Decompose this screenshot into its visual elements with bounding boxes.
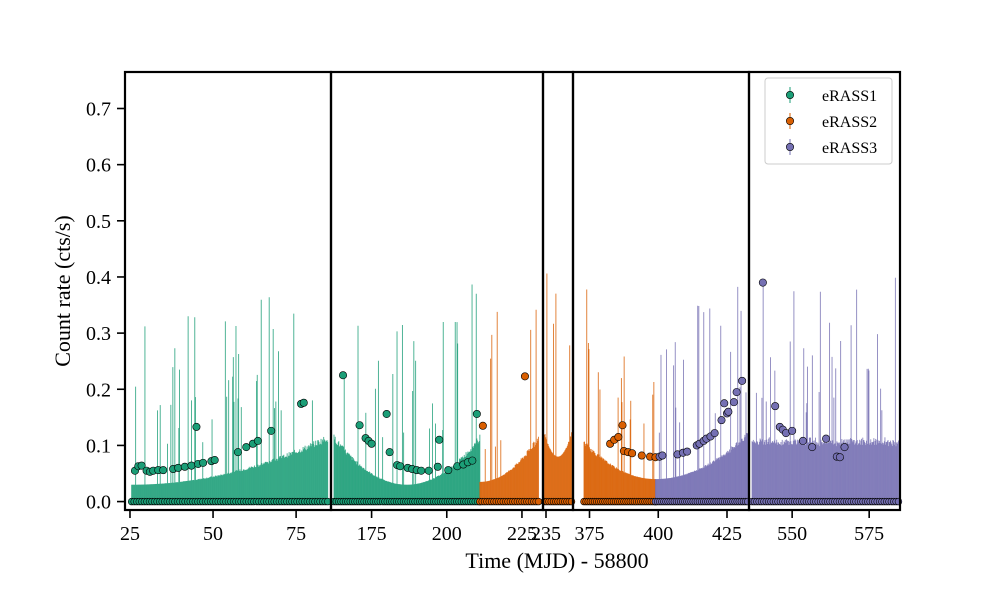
data-point-erass1-7 <box>159 466 168 475</box>
data-point-erass1-12 <box>192 422 201 431</box>
x-tick-label-2-0: 235 <box>531 523 561 545</box>
x-tick-label-1-2: 225 <box>507 523 537 545</box>
y-axis-label: Count rate (cts/s) <box>50 215 75 367</box>
x-tick-label-1-0: 175 <box>357 523 387 545</box>
legend-box <box>764 77 893 165</box>
x-tick-label-4-0: 550 <box>777 523 807 545</box>
x-tick-label-3-1: 400 <box>643 523 673 545</box>
data-point-erass1-37 <box>424 466 433 475</box>
data-point-erass3-15 <box>729 398 738 407</box>
x-tick-label-0-2: 75 <box>286 523 306 545</box>
data-point-erass1-29 <box>382 409 391 418</box>
y-tick-label-1: 0.1 <box>86 435 111 457</box>
data-point-erass3-1 <box>658 451 667 460</box>
data-point-erass1-39 <box>435 435 444 444</box>
x-tick-label-0-0: 25 <box>120 523 140 545</box>
y-tick-label-2: 0.2 <box>86 379 111 401</box>
x-axis-label: Time (MJD) - 58800 <box>465 548 648 573</box>
data-point-erass2-5 <box>618 421 627 430</box>
legend-entry-erass2: eRASS2 <box>785 113 877 131</box>
axes-frame <box>123 70 902 512</box>
data-point-erass2-1 <box>520 372 529 381</box>
data-point-erass1-45 <box>472 409 481 418</box>
legend-label-erass1: eRASS1 <box>822 88 877 105</box>
data-point-erass2-8 <box>628 449 637 458</box>
legend: eRASS1 eRASS2 eRASS3 <box>764 77 893 165</box>
data-point-erass1-20 <box>253 436 262 445</box>
legend-marker-erass2 <box>785 117 794 126</box>
data-point-erass3-14 <box>724 407 733 416</box>
x-tick-label-4-1: 575 <box>854 523 884 545</box>
panel-frame-1 <box>329 70 545 512</box>
data-point-erass1-10 <box>180 462 189 471</box>
data-point-erass1-36 <box>417 466 426 475</box>
y-tick-label-7: 0.7 <box>86 99 111 121</box>
error-bar-layer <box>131 273 899 502</box>
data-point-erass3-26 <box>822 434 831 443</box>
x-tick-label-3-0: 375 <box>575 523 605 545</box>
y-tick-label-5: 0.5 <box>86 211 111 233</box>
data-point-erass2-4 <box>614 432 623 441</box>
points-layer <box>130 278 849 476</box>
data-point-erass1-32 <box>396 462 405 471</box>
x-tick-label-0-1: 50 <box>203 523 223 545</box>
y-tick-label-4: 0.4 <box>86 267 111 289</box>
data-point-erass1-40 <box>444 466 453 475</box>
data-point-erass1-16 <box>210 456 219 465</box>
data-point-erass1-28 <box>367 439 376 448</box>
legend-marker-erass1 <box>785 91 794 100</box>
ticks-layer: 0.0 0.1 0.2 0.3 0.4 0.5 0.6 0.7 25 50 75 175 200 2252… <box>86 99 884 546</box>
data-point-erass1-18 <box>242 443 251 452</box>
data-point-erass3-29 <box>840 443 849 452</box>
data-point-erass3-18 <box>758 278 767 287</box>
data-point-erass1-38 <box>433 462 442 471</box>
data-point-erass1-23 <box>299 398 308 407</box>
data-point-erass2-0 <box>478 421 487 430</box>
data-point-erass1-30 <box>385 448 394 457</box>
legend-entry-erass3: eRASS3 <box>785 139 877 157</box>
data-point-erass3-17 <box>738 376 747 385</box>
legend-label-erass3: eRASS3 <box>822 140 877 157</box>
data-point-erass1-14 <box>199 458 208 467</box>
legend-entry-erass1: eRASS1 <box>785 87 877 105</box>
data-point-erass3-12 <box>720 399 729 408</box>
data-point-erass1-25 <box>355 421 364 430</box>
y-tick-label-0: 0.0 <box>86 492 111 514</box>
data-point-erass3-4 <box>683 447 692 456</box>
data-point-erass3-16 <box>732 388 741 397</box>
data-point-erass1-11 <box>187 461 196 470</box>
data-point-erass3-24 <box>798 436 807 445</box>
panel-frame-0 <box>123 70 333 512</box>
data-point-erass3-25 <box>808 443 817 452</box>
data-point-erass2-9 <box>637 451 646 460</box>
data-point-erass1-17 <box>233 448 242 457</box>
data-point-erass1-2 <box>137 461 146 470</box>
data-point-erass3-11 <box>717 416 726 425</box>
panel-frame-4 <box>747 70 902 512</box>
data-point-erass3-28 <box>835 453 844 462</box>
data-point-erass1-44 <box>468 456 477 465</box>
x-tick-label-3-2: 425 <box>712 523 742 545</box>
legend-label-erass2: eRASS2 <box>822 114 877 131</box>
data-point-erass3-23 <box>788 426 797 435</box>
data-point-erass1-24 <box>339 371 348 380</box>
x-tick-label-1-1: 200 <box>432 523 462 545</box>
data-point-erass3-10 <box>710 429 719 438</box>
data-point-erass1-21 <box>267 426 276 435</box>
data-point-erass3-19 <box>771 402 780 411</box>
data-point-erass1-9 <box>174 463 183 472</box>
y-tick-label-3: 0.3 <box>86 323 111 345</box>
y-tick-label-6: 0.6 <box>86 155 111 177</box>
zero-points-layer <box>127 497 903 506</box>
legend-marker-erass3 <box>785 143 794 152</box>
